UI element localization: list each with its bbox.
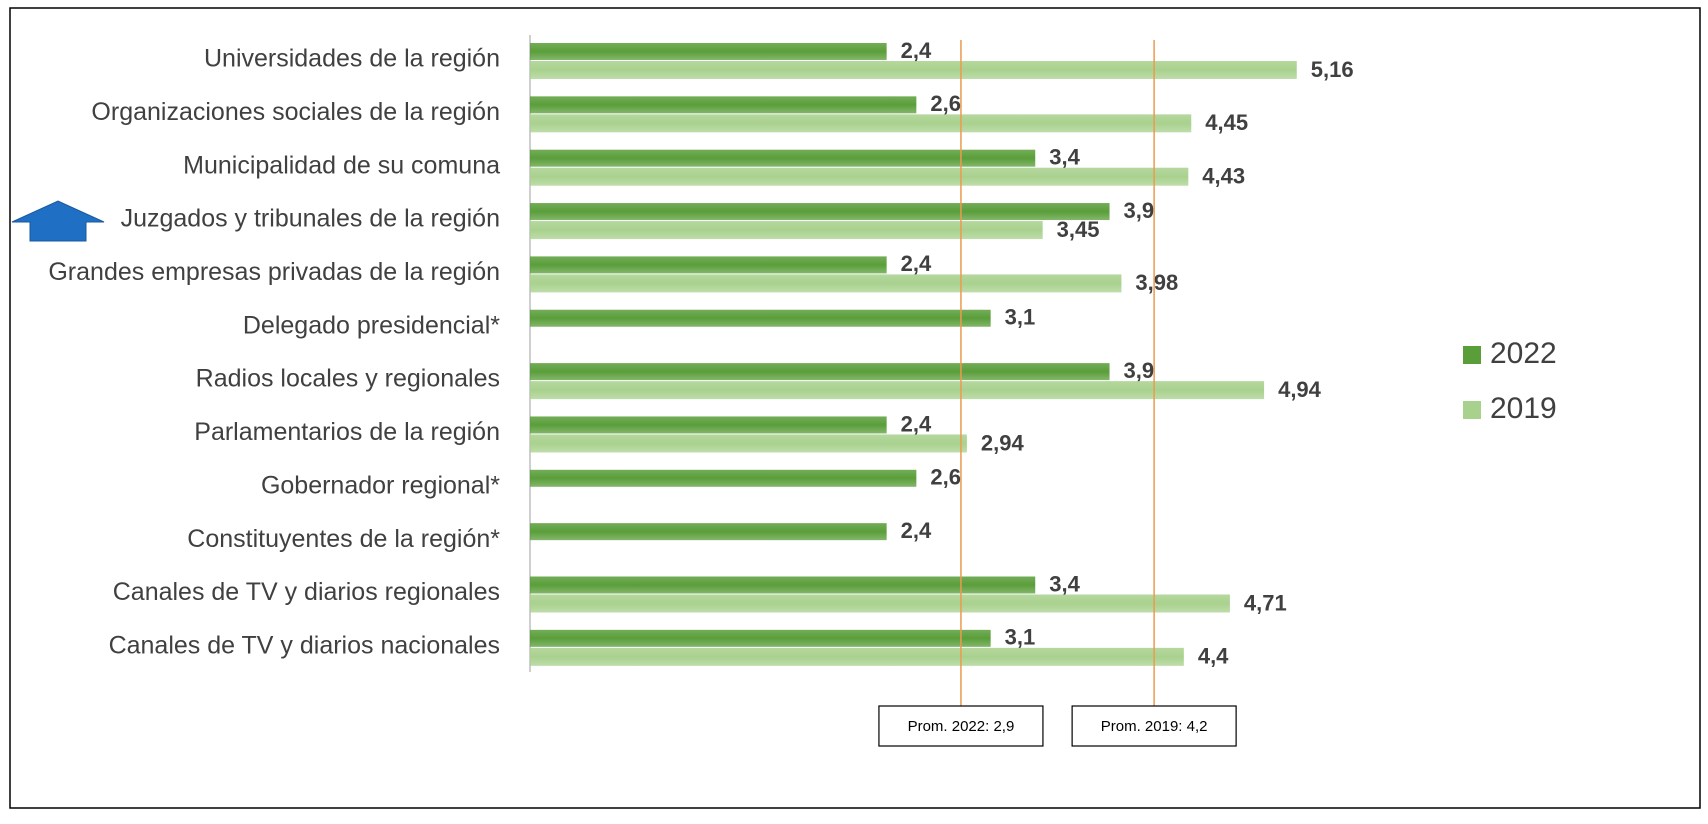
bar [530,523,887,541]
bar [530,114,1192,133]
bar [530,221,1043,240]
bar [530,274,1122,293]
annotation-box [878,705,1044,747]
bar [530,309,991,327]
category-label: Municipalidad de su comuna [183,151,500,179]
category-label: Organizaciones sociales de la región [91,98,500,126]
value-label: 2,94 [981,430,1025,455]
bar [530,96,917,114]
bar [530,167,1189,186]
value-label: 2,6 [930,465,961,490]
legend-label: 2022 [1490,337,1557,370]
value-label: 2,4 [901,251,932,276]
bar [530,647,1184,666]
legend-swatch [1463,401,1481,419]
value-label: 3,9 [1124,358,1155,383]
bar [530,61,1297,79]
category-label: Canales de TV y diarios regionales [113,578,500,606]
legend-label: 2019 [1490,392,1557,425]
bar [530,381,1265,400]
value-label: 5,16 [1311,57,1354,82]
bar [530,363,1110,381]
value-label: 3,45 [1057,217,1100,242]
category-label: Parlamentarios de la región [194,418,500,446]
value-label: 4,71 [1244,590,1287,615]
value-label: 4,4 [1198,644,1229,669]
value-label: 2,6 [930,91,961,116]
legend-swatch [1463,346,1481,364]
annotation-box [1071,705,1237,747]
value-label: 4,45 [1205,110,1248,135]
annotation-label: Prom. 2022: 2,9 [908,718,1015,735]
annotation-label: Prom. 2019: 4,2 [1101,718,1208,735]
bar [530,43,887,60]
bar [530,576,1036,594]
value-label: 3,1 [1005,625,1036,650]
value-label: 3,98 [1135,270,1178,295]
category-label: Delegado presidencial* [243,311,500,339]
arrow-icon [11,200,105,242]
bar [530,434,967,453]
category-label: Juzgados y tribunales de la región [121,205,500,233]
value-label: 3,1 [1005,305,1036,330]
bar [530,149,1036,167]
bar [530,629,991,647]
value-label: 2,4 [901,411,932,436]
bar [530,416,887,434]
category-label: Constituyentes de la región* [187,525,500,553]
category-label: Grandes empresas privadas de la región [48,258,500,286]
value-label: 3,9 [1124,198,1155,223]
value-label: 2,4 [901,38,932,63]
value-label: 2,4 [901,518,932,543]
category-label: Canales de TV y diarios nacionales [109,631,500,659]
value-label: 4,94 [1278,377,1322,402]
category-label: Gobernador regional* [261,471,500,499]
chart-border [9,7,1701,809]
value-label: 3,4 [1049,145,1080,170]
bar [530,594,1230,613]
bar [530,203,1110,221]
bar [530,469,917,487]
value-label: 4,43 [1202,164,1245,189]
category-label: Universidades de la región [204,45,500,73]
category-label: Radios locales y regionales [196,365,500,393]
bar [530,256,887,274]
value-label: 3,4 [1049,571,1080,596]
